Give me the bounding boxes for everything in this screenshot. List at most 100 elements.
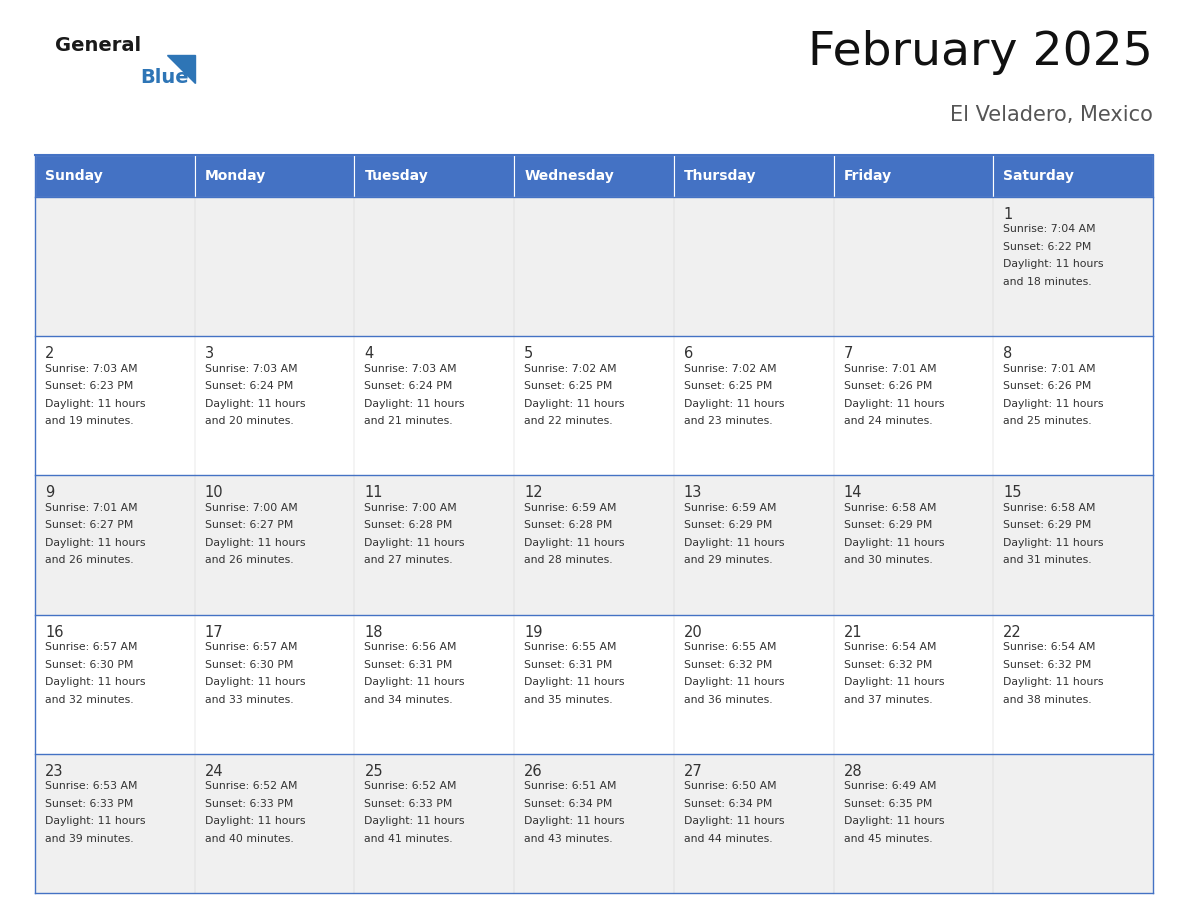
Text: 1: 1: [1004, 207, 1012, 222]
Text: Sunset: 6:25 PM: Sunset: 6:25 PM: [524, 381, 613, 391]
Text: Sunset: 6:33 PM: Sunset: 6:33 PM: [45, 799, 133, 809]
Text: Daylight: 11 hours: Daylight: 11 hours: [524, 816, 625, 826]
Text: Daylight: 11 hours: Daylight: 11 hours: [365, 677, 465, 687]
Text: Sunset: 6:29 PM: Sunset: 6:29 PM: [843, 521, 931, 531]
Text: and 21 minutes.: and 21 minutes.: [365, 416, 453, 426]
Text: Sunrise: 6:49 AM: Sunrise: 6:49 AM: [843, 781, 936, 791]
Bar: [34, 336, 1154, 476]
Text: Sunrise: 6:50 AM: Sunrise: 6:50 AM: [684, 781, 777, 791]
Bar: [34, 197, 1154, 336]
Text: and 38 minutes.: and 38 minutes.: [1004, 695, 1092, 705]
Text: 20: 20: [684, 624, 702, 640]
Text: and 26 minutes.: and 26 minutes.: [45, 555, 133, 565]
Text: Sunset: 6:30 PM: Sunset: 6:30 PM: [204, 660, 293, 669]
Text: Sunrise: 6:51 AM: Sunrise: 6:51 AM: [524, 781, 617, 791]
Text: Daylight: 11 hours: Daylight: 11 hours: [45, 538, 145, 548]
Text: Tuesday: Tuesday: [365, 169, 428, 183]
Text: Sunset: 6:33 PM: Sunset: 6:33 PM: [204, 799, 293, 809]
Text: Sunset: 6:22 PM: Sunset: 6:22 PM: [1004, 242, 1092, 252]
Text: Sunrise: 7:00 AM: Sunrise: 7:00 AM: [204, 503, 297, 513]
Text: Daylight: 11 hours: Daylight: 11 hours: [1004, 260, 1104, 270]
Text: Sunrise: 6:56 AM: Sunrise: 6:56 AM: [365, 642, 457, 652]
Text: Sunrise: 7:02 AM: Sunrise: 7:02 AM: [524, 364, 617, 374]
Text: and 32 minutes.: and 32 minutes.: [45, 695, 133, 705]
Text: 25: 25: [365, 764, 383, 778]
Text: Sunrise: 7:01 AM: Sunrise: 7:01 AM: [45, 503, 138, 513]
Text: 19: 19: [524, 624, 543, 640]
Text: Monday: Monday: [204, 169, 266, 183]
Text: Daylight: 11 hours: Daylight: 11 hours: [524, 677, 625, 687]
Polygon shape: [168, 55, 195, 83]
Text: and 28 minutes.: and 28 minutes.: [524, 555, 613, 565]
Text: Sunrise: 6:52 AM: Sunrise: 6:52 AM: [204, 781, 297, 791]
Text: Daylight: 11 hours: Daylight: 11 hours: [684, 677, 784, 687]
Text: Daylight: 11 hours: Daylight: 11 hours: [1004, 677, 1104, 687]
Text: El Veladero, Mexico: El Veladero, Mexico: [950, 105, 1154, 125]
Text: and 41 minutes.: and 41 minutes.: [365, 834, 453, 844]
Text: Sunrise: 6:58 AM: Sunrise: 6:58 AM: [1004, 503, 1095, 513]
Text: 3: 3: [204, 346, 214, 361]
Text: Sunset: 6:29 PM: Sunset: 6:29 PM: [1004, 521, 1092, 531]
Text: Sunrise: 6:59 AM: Sunrise: 6:59 AM: [684, 503, 776, 513]
Text: and 27 minutes.: and 27 minutes.: [365, 555, 453, 565]
Text: and 18 minutes.: and 18 minutes.: [1004, 277, 1092, 287]
Text: and 37 minutes.: and 37 minutes.: [843, 695, 933, 705]
Text: Daylight: 11 hours: Daylight: 11 hours: [204, 677, 305, 687]
Text: Sunrise: 6:55 AM: Sunrise: 6:55 AM: [684, 642, 776, 652]
Text: Sunset: 6:30 PM: Sunset: 6:30 PM: [45, 660, 133, 669]
Text: Daylight: 11 hours: Daylight: 11 hours: [365, 816, 465, 826]
Text: Daylight: 11 hours: Daylight: 11 hours: [1004, 538, 1104, 548]
Bar: [674, 155, 834, 197]
Text: Wednesday: Wednesday: [524, 169, 614, 183]
Text: Sunrise: 7:03 AM: Sunrise: 7:03 AM: [45, 364, 138, 374]
Text: Sunrise: 6:53 AM: Sunrise: 6:53 AM: [45, 781, 138, 791]
Text: Sunrise: 6:54 AM: Sunrise: 6:54 AM: [843, 642, 936, 652]
Text: February 2025: February 2025: [808, 30, 1154, 75]
Text: Daylight: 11 hours: Daylight: 11 hours: [204, 538, 305, 548]
Text: Sunset: 6:26 PM: Sunset: 6:26 PM: [1004, 381, 1092, 391]
Text: Daylight: 11 hours: Daylight: 11 hours: [684, 816, 784, 826]
Text: Sunset: 6:26 PM: Sunset: 6:26 PM: [843, 381, 931, 391]
Text: Sunrise: 6:54 AM: Sunrise: 6:54 AM: [1004, 642, 1095, 652]
Text: 2: 2: [45, 346, 55, 361]
Text: Daylight: 11 hours: Daylight: 11 hours: [365, 398, 465, 409]
Bar: [34, 155, 195, 197]
Text: and 40 minutes.: and 40 minutes.: [204, 834, 293, 844]
Text: Daylight: 11 hours: Daylight: 11 hours: [524, 538, 625, 548]
Text: 21: 21: [843, 624, 862, 640]
Text: Sunrise: 7:02 AM: Sunrise: 7:02 AM: [684, 364, 777, 374]
Bar: [514, 155, 674, 197]
Text: Sunset: 6:28 PM: Sunset: 6:28 PM: [365, 521, 453, 531]
Text: and 26 minutes.: and 26 minutes.: [204, 555, 293, 565]
Text: Sunrise: 6:59 AM: Sunrise: 6:59 AM: [524, 503, 617, 513]
Text: Daylight: 11 hours: Daylight: 11 hours: [843, 677, 944, 687]
Text: Daylight: 11 hours: Daylight: 11 hours: [45, 677, 145, 687]
Text: Sunrise: 6:57 AM: Sunrise: 6:57 AM: [204, 642, 297, 652]
Text: Sunrise: 7:03 AM: Sunrise: 7:03 AM: [204, 364, 297, 374]
Text: 12: 12: [524, 486, 543, 500]
Bar: [34, 754, 1154, 893]
Text: Daylight: 11 hours: Daylight: 11 hours: [45, 398, 145, 409]
Text: Sunday: Sunday: [45, 169, 102, 183]
Text: Sunset: 6:31 PM: Sunset: 6:31 PM: [365, 660, 453, 669]
Text: Daylight: 11 hours: Daylight: 11 hours: [45, 816, 145, 826]
Text: and 33 minutes.: and 33 minutes.: [204, 695, 293, 705]
Text: and 45 minutes.: and 45 minutes.: [843, 834, 933, 844]
Text: and 43 minutes.: and 43 minutes.: [524, 834, 613, 844]
Text: Sunset: 6:32 PM: Sunset: 6:32 PM: [843, 660, 931, 669]
Text: Friday: Friday: [843, 169, 892, 183]
Text: Daylight: 11 hours: Daylight: 11 hours: [204, 398, 305, 409]
Text: Sunrise: 6:55 AM: Sunrise: 6:55 AM: [524, 642, 617, 652]
Text: and 20 minutes.: and 20 minutes.: [204, 416, 293, 426]
Text: 5: 5: [524, 346, 533, 361]
Text: 27: 27: [684, 764, 702, 778]
Text: and 22 minutes.: and 22 minutes.: [524, 416, 613, 426]
Bar: [834, 155, 993, 197]
Text: and 29 minutes.: and 29 minutes.: [684, 555, 772, 565]
Text: and 24 minutes.: and 24 minutes.: [843, 416, 933, 426]
Bar: [195, 155, 354, 197]
Text: Daylight: 11 hours: Daylight: 11 hours: [843, 538, 944, 548]
Text: 18: 18: [365, 624, 383, 640]
Bar: [34, 614, 1154, 754]
Text: 24: 24: [204, 764, 223, 778]
